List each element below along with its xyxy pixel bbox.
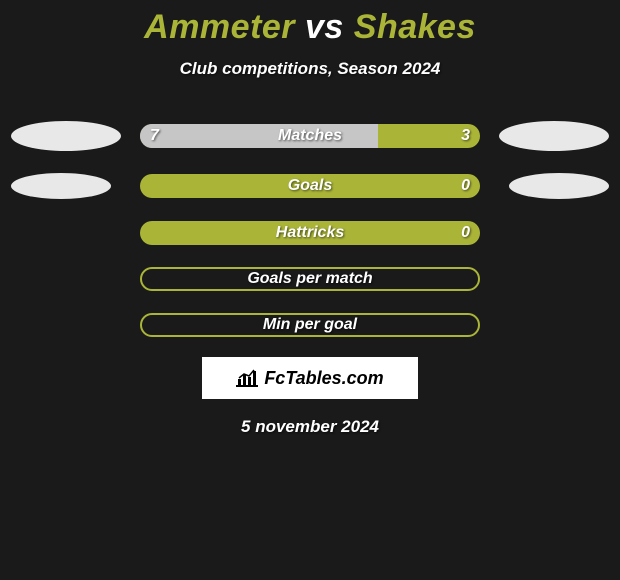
stat-label: Matches bbox=[278, 124, 342, 148]
right-side bbox=[480, 121, 615, 151]
chart-icon bbox=[236, 369, 258, 387]
brand-text: FcTables.com bbox=[264, 368, 383, 389]
page-title: Ammeter vs Shakes bbox=[0, 8, 620, 47]
right-value: 0 bbox=[461, 221, 470, 245]
stat-bar-matches: 7 Matches 3 bbox=[140, 124, 480, 148]
infographic-container: Ammeter vs Shakes Club competitions, Sea… bbox=[0, 0, 620, 437]
left-side bbox=[5, 121, 140, 151]
right-side bbox=[480, 173, 615, 199]
right-value: 0 bbox=[461, 174, 470, 198]
left-segment bbox=[140, 124, 378, 148]
stat-row-matches: 7 Matches 3 bbox=[0, 121, 620, 151]
right-value: 3 bbox=[461, 124, 470, 148]
stat-bar-hattricks: Hattricks 0 bbox=[140, 221, 480, 245]
left-side bbox=[5, 173, 140, 199]
player2-name: Shakes bbox=[354, 8, 476, 46]
player2-avatar-placeholder bbox=[499, 121, 609, 151]
player2-avatar-placeholder bbox=[509, 173, 609, 199]
stat-label: Goals per match bbox=[247, 269, 372, 289]
player1-name: Ammeter bbox=[144, 8, 295, 46]
player1-avatar-placeholder bbox=[11, 173, 111, 199]
stat-row-hattricks: Hattricks 0 bbox=[0, 221, 620, 245]
stat-label: Hattricks bbox=[276, 221, 344, 245]
stat-row-min-per-goal: Min per goal bbox=[0, 313, 620, 337]
footer-date: 5 november 2024 bbox=[0, 417, 620, 437]
stat-label: Goals bbox=[288, 174, 332, 198]
subtitle: Club competitions, Season 2024 bbox=[0, 59, 620, 79]
stat-bar-min-per-goal: Min per goal bbox=[140, 313, 480, 337]
stat-bar-goals: Goals 0 bbox=[140, 174, 480, 198]
left-value: 7 bbox=[150, 124, 159, 148]
stats-rows: 7 Matches 3 Goals 0 Hatt bbox=[0, 121, 620, 337]
vs-label: vs bbox=[305, 8, 344, 46]
brand-badge: FcTables.com bbox=[202, 357, 418, 399]
stat-row-goals: Goals 0 bbox=[0, 173, 620, 199]
stat-label: Min per goal bbox=[263, 315, 357, 335]
stat-row-goals-per-match: Goals per match bbox=[0, 267, 620, 291]
player1-avatar-placeholder bbox=[11, 121, 121, 151]
stat-bar-goals-per-match: Goals per match bbox=[140, 267, 480, 291]
